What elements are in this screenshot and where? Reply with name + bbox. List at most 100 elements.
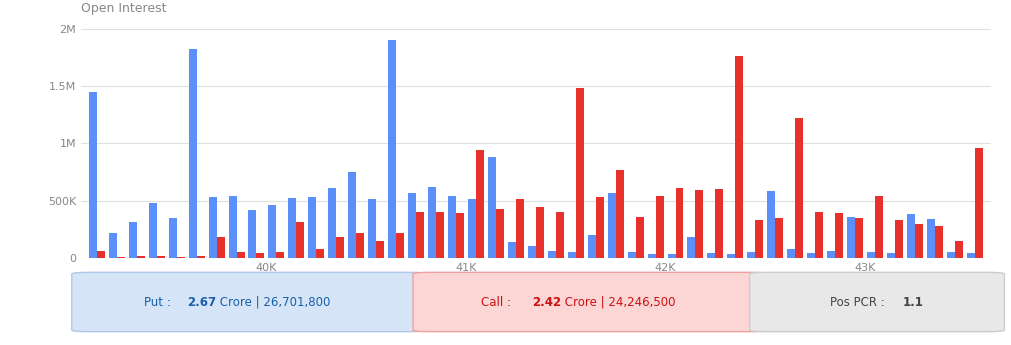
Bar: [117, 257, 124, 258]
Text: Pos PCR :: Pos PCR :: [830, 296, 889, 308]
Bar: [109, 233, 117, 258]
Bar: [448, 196, 456, 258]
Bar: [747, 252, 755, 258]
FancyBboxPatch shape: [72, 272, 427, 332]
Bar: [735, 56, 743, 258]
Text: Crore | 26,701,800: Crore | 26,701,800: [216, 296, 331, 308]
Bar: [528, 246, 536, 258]
Bar: [536, 207, 544, 258]
Bar: [149, 203, 157, 258]
Bar: [128, 223, 136, 258]
Bar: [648, 255, 655, 258]
Bar: [456, 213, 464, 258]
Bar: [288, 198, 296, 258]
Bar: [895, 220, 903, 258]
Bar: [308, 197, 316, 258]
Bar: [376, 241, 384, 258]
Bar: [796, 118, 803, 258]
Bar: [216, 237, 224, 258]
X-axis label: Strike: Strike: [520, 276, 552, 286]
Bar: [815, 212, 823, 258]
Bar: [189, 49, 196, 258]
Bar: [628, 252, 636, 258]
Bar: [388, 40, 396, 258]
Bar: [237, 252, 245, 258]
Bar: [208, 197, 216, 258]
Bar: [827, 251, 835, 258]
Bar: [348, 172, 356, 258]
Bar: [436, 212, 444, 258]
Bar: [727, 255, 735, 258]
Text: Call :: Call :: [481, 296, 515, 308]
Bar: [396, 233, 404, 258]
Bar: [954, 241, 962, 258]
Bar: [496, 209, 503, 258]
Bar: [228, 196, 237, 258]
Text: 2.67: 2.67: [187, 296, 216, 308]
Bar: [887, 253, 895, 258]
Bar: [967, 253, 975, 258]
Bar: [716, 189, 724, 258]
Bar: [368, 199, 376, 258]
Bar: [276, 252, 284, 258]
Bar: [249, 210, 257, 258]
Bar: [196, 256, 204, 258]
FancyBboxPatch shape: [749, 272, 1004, 332]
Bar: [169, 218, 177, 258]
Bar: [337, 237, 345, 258]
Bar: [568, 252, 575, 258]
Bar: [488, 157, 496, 258]
Bar: [935, 226, 943, 258]
Bar: [708, 253, 716, 258]
Bar: [428, 187, 436, 258]
Bar: [655, 196, 663, 258]
Bar: [548, 251, 556, 258]
Bar: [329, 188, 337, 258]
Bar: [468, 199, 476, 258]
Bar: [675, 188, 683, 258]
Bar: [356, 233, 364, 258]
Bar: [755, 220, 763, 258]
Bar: [687, 237, 696, 258]
Bar: [177, 257, 185, 258]
Bar: [616, 170, 624, 258]
Bar: [775, 218, 784, 258]
Bar: [269, 205, 276, 258]
Bar: [907, 214, 915, 258]
Bar: [508, 242, 516, 258]
Bar: [855, 218, 863, 258]
Bar: [575, 88, 583, 258]
Bar: [89, 92, 97, 258]
Bar: [876, 196, 883, 258]
Bar: [408, 193, 417, 258]
Bar: [867, 252, 876, 258]
Bar: [807, 253, 815, 258]
Bar: [316, 249, 325, 258]
Bar: [157, 256, 165, 258]
Bar: [97, 251, 105, 258]
Bar: [257, 253, 265, 258]
Bar: [927, 219, 935, 258]
Text: Open Interest: Open Interest: [81, 2, 167, 15]
Bar: [975, 148, 983, 258]
Text: Put :: Put :: [144, 296, 174, 308]
Bar: [556, 212, 564, 258]
Bar: [835, 213, 843, 258]
Text: 2.42: 2.42: [532, 296, 561, 308]
Bar: [587, 235, 595, 258]
Text: Crore | 24,246,500: Crore | 24,246,500: [561, 296, 675, 308]
Bar: [296, 223, 304, 258]
Bar: [915, 224, 923, 258]
Text: 1.1: 1.1: [903, 296, 923, 308]
Bar: [767, 191, 775, 258]
Bar: [476, 150, 484, 258]
Bar: [947, 252, 954, 258]
Bar: [608, 193, 616, 258]
Bar: [847, 217, 855, 258]
Bar: [595, 197, 604, 258]
Bar: [667, 255, 675, 258]
Bar: [788, 249, 796, 258]
Bar: [516, 199, 524, 258]
Bar: [696, 190, 704, 258]
Bar: [136, 256, 145, 258]
